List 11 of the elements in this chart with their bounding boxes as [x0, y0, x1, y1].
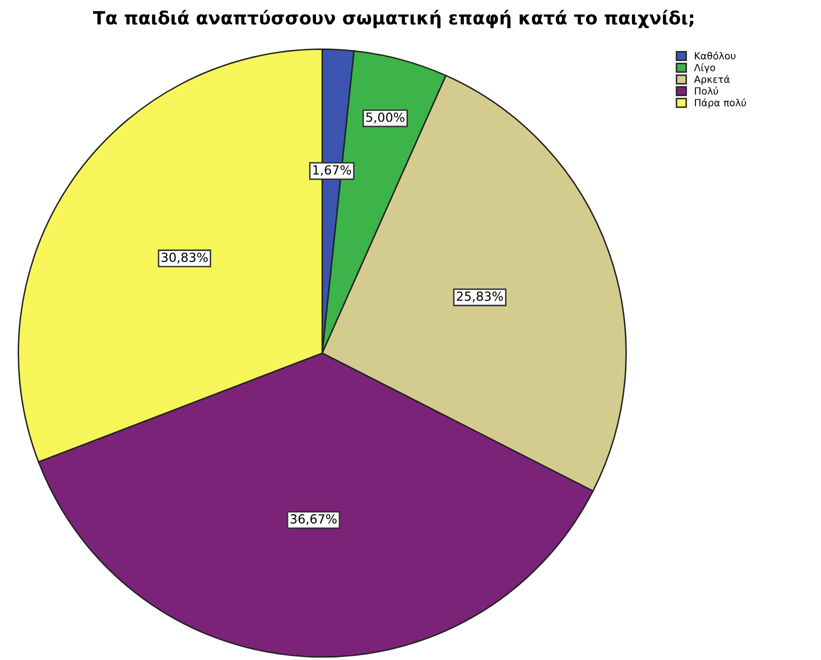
- data-label: 30,83%: [162, 252, 208, 264]
- data-label: 25,83%: [456, 292, 503, 302]
- data-label: 5,00%: [366, 112, 404, 124]
- data-label: 1,67%: [313, 165, 351, 176]
- legend-label: Πάρα πολύ: [694, 98, 746, 108]
- legend-label: Πολύ: [694, 86, 718, 95]
- legend-label: Αρκετά: [694, 75, 730, 85]
- chart-title: Τα παιδιά αναπτύσσουν σωματική επαφή κατά το παιχνίδι;: [93, 10, 694, 28]
- data-label: 36,67%: [290, 514, 337, 525]
- legend-label: Λίγο: [694, 63, 716, 74]
- legend-label: Καθόλου: [694, 52, 736, 60]
